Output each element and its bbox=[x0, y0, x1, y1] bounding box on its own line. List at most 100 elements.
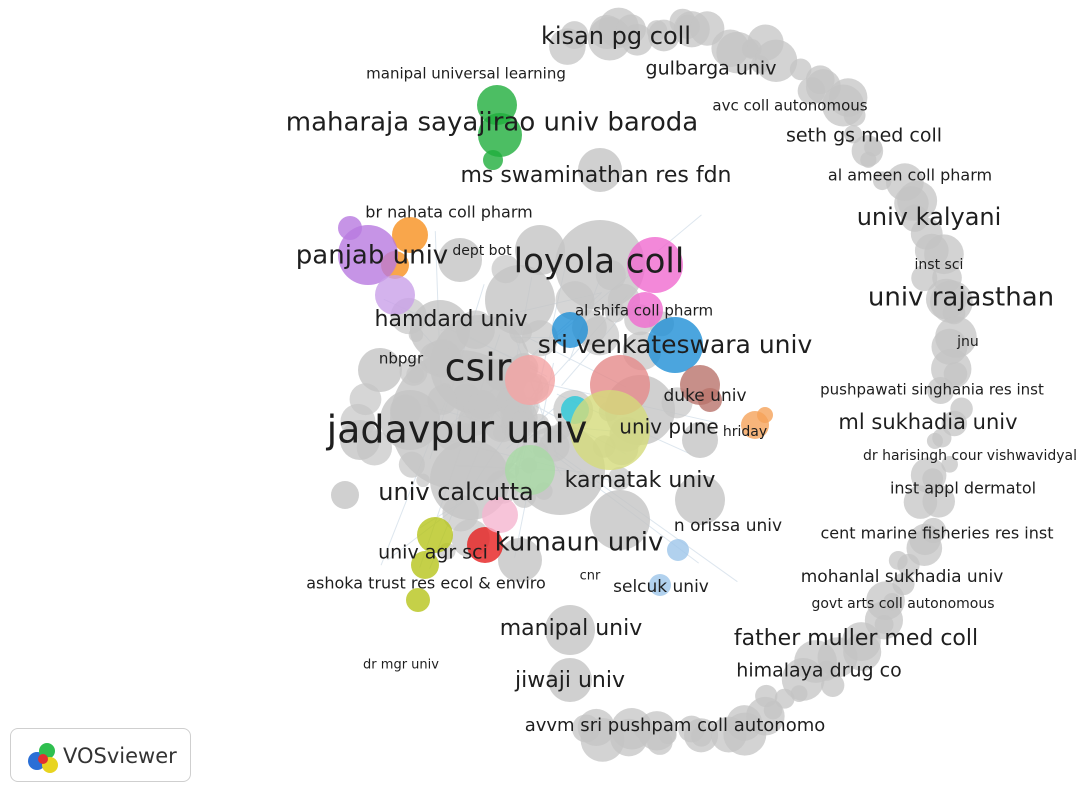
node bbox=[338, 216, 362, 240]
node-label: jnu bbox=[956, 334, 979, 350]
node bbox=[545, 605, 595, 655]
node bbox=[911, 265, 938, 292]
node-label: univ pune bbox=[619, 415, 718, 439]
node-label: seth gs med coll bbox=[786, 125, 942, 147]
logo[interactable]: VOSviewer bbox=[10, 728, 191, 782]
node-label: panjab univ bbox=[296, 241, 448, 271]
node bbox=[498, 538, 542, 582]
node bbox=[331, 481, 359, 509]
node bbox=[456, 310, 495, 350]
node bbox=[924, 234, 964, 275]
node bbox=[543, 427, 557, 441]
node bbox=[647, 317, 703, 373]
node bbox=[505, 355, 555, 405]
node bbox=[392, 217, 428, 253]
node bbox=[678, 715, 706, 743]
node bbox=[560, 21, 589, 49]
node bbox=[675, 475, 725, 525]
node bbox=[411, 551, 439, 579]
node bbox=[438, 238, 482, 282]
node bbox=[843, 104, 866, 127]
node bbox=[667, 539, 689, 561]
node bbox=[698, 388, 722, 412]
node bbox=[941, 456, 958, 473]
node bbox=[570, 390, 650, 470]
node bbox=[483, 150, 503, 170]
node bbox=[521, 320, 559, 357]
node-label: karnatak univ bbox=[565, 468, 716, 493]
node bbox=[389, 394, 422, 427]
node bbox=[552, 312, 588, 348]
node-label: sri venkateswara univ bbox=[538, 330, 813, 359]
node bbox=[555, 281, 595, 321]
node bbox=[577, 708, 615, 747]
node bbox=[416, 473, 430, 488]
node bbox=[627, 237, 683, 293]
node-label: hriday bbox=[723, 424, 767, 440]
node-label: ml sukhadia univ bbox=[838, 410, 1017, 434]
node bbox=[505, 445, 555, 495]
node bbox=[797, 77, 826, 105]
node bbox=[943, 361, 968, 386]
node-label: inst appl dermatol bbox=[890, 479, 1036, 498]
node-label: univ agr sci bbox=[378, 542, 488, 564]
node-label: loyola coll bbox=[514, 242, 685, 282]
node bbox=[467, 390, 498, 420]
node-label: n orissa univ bbox=[674, 516, 782, 536]
node bbox=[860, 151, 877, 168]
node-label: pushpawati singhania res inst bbox=[820, 381, 1044, 399]
node bbox=[682, 422, 718, 458]
node bbox=[491, 254, 520, 284]
node bbox=[358, 348, 402, 392]
node-label: father muller med coll bbox=[734, 626, 978, 651]
node-label: gulbarga univ bbox=[646, 58, 777, 80]
labels: kisan pg coll manipal universal learning g… bbox=[286, 22, 1077, 736]
node bbox=[627, 292, 663, 328]
node bbox=[408, 327, 424, 342]
nodes bbox=[331, 7, 977, 762]
node-label: avc coll autonomous bbox=[712, 97, 867, 115]
node bbox=[482, 497, 518, 533]
node-label: hamdard univ bbox=[375, 307, 528, 332]
node-label: inst sci bbox=[915, 257, 964, 273]
node-label: maharaja sayajirao univ baroda bbox=[286, 108, 698, 138]
node-label: kisan pg coll bbox=[541, 22, 691, 50]
node bbox=[579, 316, 620, 356]
node-label: jadavpur univ bbox=[326, 408, 588, 452]
node bbox=[398, 451, 425, 478]
node bbox=[821, 673, 845, 697]
node bbox=[417, 517, 453, 553]
node-label: al ameen coll pharm bbox=[828, 166, 992, 185]
node-label: selcuk univ bbox=[613, 577, 709, 597]
node-label: avvm sri pushpam coll autonomo bbox=[525, 715, 826, 736]
node bbox=[649, 574, 671, 596]
node bbox=[406, 588, 430, 612]
node-label: duke univ bbox=[664, 386, 747, 406]
logo-text: VOSviewer bbox=[63, 744, 177, 768]
node bbox=[789, 58, 812, 81]
node bbox=[515, 225, 565, 275]
node-label: ashoka trust res ecol & enviro bbox=[306, 574, 546, 593]
node bbox=[406, 365, 424, 384]
node-label: nbpgr bbox=[379, 350, 424, 368]
node-label: dr mgr univ bbox=[363, 658, 439, 673]
node bbox=[375, 275, 415, 315]
node bbox=[927, 376, 955, 405]
node-label: ms swaminathan res fdn bbox=[461, 163, 732, 188]
node bbox=[710, 716, 747, 753]
node bbox=[349, 383, 382, 416]
node bbox=[607, 466, 632, 491]
node bbox=[578, 148, 622, 192]
node-label: al shifa coll pharm bbox=[575, 302, 713, 320]
node bbox=[922, 485, 956, 518]
node-label: manipal univ bbox=[500, 616, 643, 641]
node bbox=[338, 225, 398, 285]
node bbox=[590, 490, 650, 550]
node bbox=[941, 410, 968, 437]
node-label: dr harisingh cour vishwavidyal bbox=[863, 448, 1077, 464]
node bbox=[450, 362, 472, 384]
node bbox=[874, 614, 894, 634]
node bbox=[589, 14, 624, 50]
